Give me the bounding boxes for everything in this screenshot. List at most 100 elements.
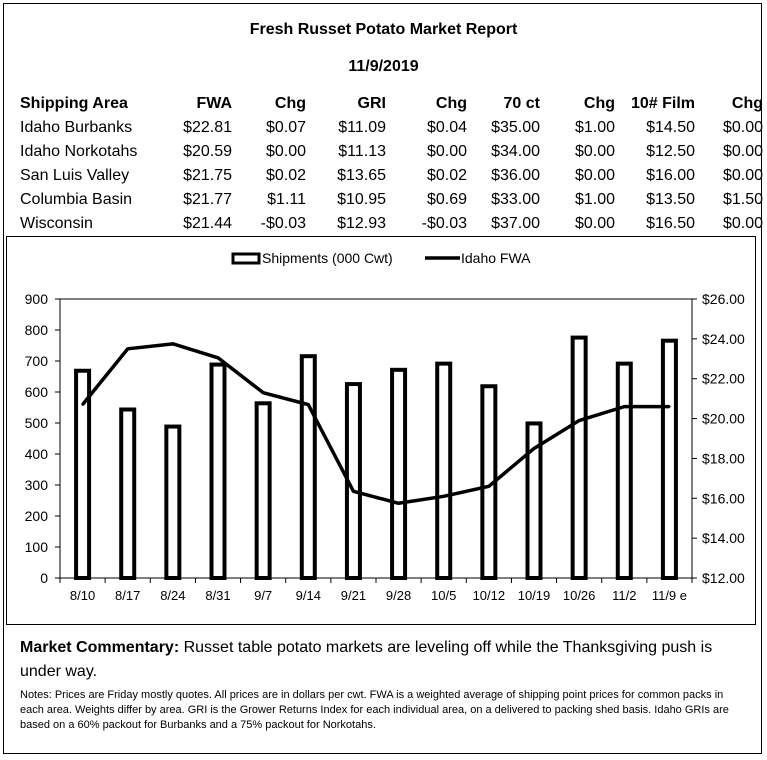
idaho-fwa-point bbox=[216, 356, 220, 359]
table-cell: $14.50 bbox=[646, 119, 695, 136]
price-table-header-row: Shipping Area FWA Chg GRI Chg 70 ct Chg … bbox=[16, 92, 763, 116]
y-left-tick-label: 100 bbox=[25, 539, 49, 555]
y-right-tick-label: $24.00 bbox=[702, 331, 745, 347]
col-header-10lb-film: 10# Film bbox=[630, 95, 695, 112]
col-header-fwa: FWA bbox=[196, 95, 232, 112]
shipment-bar bbox=[570, 335, 588, 580]
table-cell: $16.50 bbox=[646, 215, 695, 232]
idaho-fwa-point bbox=[577, 419, 581, 422]
table-cell: $12.93 bbox=[337, 215, 386, 232]
table-cell: $21.44 bbox=[183, 215, 232, 232]
table-row: Wisconsin $21.44 -$0.03 $12.93 -$0.03 $3… bbox=[16, 212, 763, 236]
table-row: Idaho Norkotahs $20.59 $0.00 $11.13 $0.0… bbox=[16, 140, 763, 164]
table-cell: $21.77 bbox=[183, 191, 232, 208]
table-cell: $10.95 bbox=[337, 191, 386, 208]
table-cell: $1.00 bbox=[574, 191, 615, 208]
y-right-tick-label: $14.00 bbox=[702, 530, 745, 546]
idaho-fwa-point bbox=[623, 405, 626, 408]
x-tick-label: 8/17 bbox=[115, 588, 140, 603]
table-cell: -$0.03 bbox=[421, 215, 467, 232]
y-right-tick-label: $22.00 bbox=[702, 371, 745, 387]
y-left-tick-label: 0 bbox=[40, 570, 48, 586]
table-cell: $21.75 bbox=[183, 167, 232, 184]
plot-area bbox=[59, 298, 693, 579]
col-header-gri: GRI bbox=[357, 95, 386, 112]
table-cell: Idaho Norkotahs bbox=[20, 143, 138, 160]
market-commentary: Market Commentary: Russet table potato m… bbox=[20, 636, 755, 684]
idaho-fwa-point bbox=[261, 391, 265, 394]
shipment-bar bbox=[119, 407, 137, 580]
col-header-shipping-area: Shipping Area bbox=[20, 95, 128, 112]
y-right-tick-label: $20.00 bbox=[702, 411, 745, 427]
x-tick-label: 10/12 bbox=[473, 588, 506, 603]
col-header-chg: Chg bbox=[731, 95, 763, 112]
commentary-label: Market Commentary: bbox=[20, 639, 180, 656]
table-cell: $13.65 bbox=[337, 167, 386, 184]
shipment-bar bbox=[74, 368, 92, 580]
x-tick-label: 10/26 bbox=[563, 588, 596, 603]
table-cell: $22.81 bbox=[183, 119, 232, 136]
y-right-tick-label: $12.00 bbox=[702, 570, 745, 586]
table-cell: $36.00 bbox=[491, 167, 540, 184]
x-tick-label: 10/19 bbox=[518, 588, 551, 603]
table-cell: $0.00 bbox=[722, 215, 763, 232]
x-tick-label: 11/2 bbox=[612, 588, 636, 603]
shipment-bar bbox=[164, 424, 182, 580]
x-tick-label: 9/21 bbox=[341, 588, 366, 603]
shipment-bar bbox=[615, 361, 633, 580]
shipment-bar bbox=[299, 354, 317, 580]
report-frame bbox=[3, 3, 762, 754]
price-table: Shipping Area FWA Chg GRI Chg 70 ct Chg … bbox=[16, 92, 763, 236]
legend-shipments-swatch bbox=[231, 252, 261, 265]
table-cell: $35.00 bbox=[491, 119, 540, 136]
y-left-tick-label: 700 bbox=[25, 353, 49, 369]
table-cell: Wisconsin bbox=[20, 215, 93, 232]
table-cell: Columbia Basin bbox=[20, 191, 133, 208]
col-header-70ct: 70 ct bbox=[503, 95, 540, 112]
x-tick-label: 9/14 bbox=[296, 588, 321, 603]
y-left-tick-label: 600 bbox=[25, 384, 49, 400]
idaho-fwa-point bbox=[532, 447, 536, 450]
y-right-tick-label: $26.00 bbox=[702, 291, 745, 307]
table-cell: $16.00 bbox=[646, 167, 695, 184]
legend-idaho-fwa-label: Idaho FWA bbox=[461, 250, 531, 266]
table-cell: $0.00 bbox=[574, 215, 615, 232]
table-row: Idaho Burbanks $22.81 $0.07 $11.09 $0.04… bbox=[16, 116, 763, 140]
table-cell: $11.09 bbox=[338, 119, 386, 136]
table-cell: $33.00 bbox=[491, 191, 540, 208]
table-cell: $1.50 bbox=[722, 191, 763, 208]
table-cell: $0.00 bbox=[426, 143, 467, 160]
y-left-tick-label: 500 bbox=[25, 415, 49, 431]
table-cell: $20.59 bbox=[183, 143, 232, 160]
col-header-chg: Chg bbox=[274, 95, 306, 112]
idaho-fwa-point bbox=[352, 490, 355, 493]
table-cell: $0.00 bbox=[722, 143, 763, 160]
y-left-tick-label: 900 bbox=[25, 291, 49, 307]
table-cell: $34.00 bbox=[491, 143, 540, 160]
x-tick-label: 8/31 bbox=[205, 588, 230, 603]
y-right-tick-label: $18.00 bbox=[702, 450, 745, 466]
y-left-tick-label: 400 bbox=[25, 446, 49, 462]
x-tick-label: 9/28 bbox=[386, 588, 411, 603]
table-cell: Idaho Burbanks bbox=[20, 119, 133, 136]
table-cell: $0.00 bbox=[265, 143, 306, 160]
table-cell: $0.00 bbox=[574, 143, 615, 160]
idaho-fwa-line bbox=[81, 342, 670, 506]
idaho-fwa-point bbox=[668, 405, 671, 408]
table-cell: $0.69 bbox=[426, 191, 467, 208]
report-title: Fresh Russet Potato Market Report bbox=[249, 21, 518, 38]
table-cell: $0.02 bbox=[426, 167, 467, 184]
table-cell: San Luis Valley bbox=[20, 167, 130, 184]
x-tick-label: 8/24 bbox=[160, 588, 185, 603]
idaho-fwa-point bbox=[171, 342, 175, 346]
table-cell: $1.00 bbox=[574, 119, 615, 136]
x-tick-label: 8/10 bbox=[70, 588, 95, 603]
notes: Notes: Prices are Friday mostly quotes. … bbox=[20, 689, 729, 731]
idaho-fwa-point bbox=[487, 485, 491, 488]
x-tick-label: 11/9 e bbox=[652, 588, 687, 603]
col-header-chg: Chg bbox=[583, 95, 615, 112]
y-left-tick-label: 200 bbox=[25, 508, 49, 524]
shipment-bar bbox=[254, 401, 272, 580]
table-cell: $11.13 bbox=[338, 143, 386, 160]
y-left-tick-label: 800 bbox=[25, 322, 49, 338]
